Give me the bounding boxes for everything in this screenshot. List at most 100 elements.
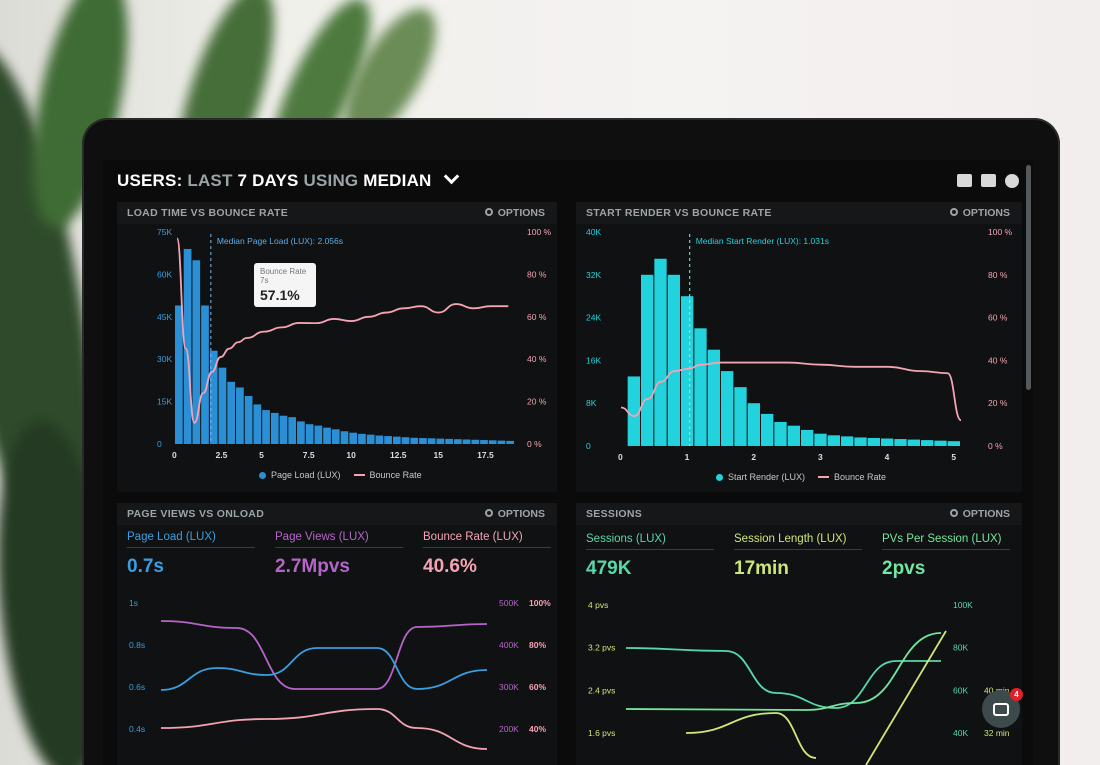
y2-tick-label: 80 % — [988, 270, 1008, 280]
y-tick-label: 32K — [586, 270, 601, 280]
bar — [419, 438, 427, 444]
y2-tick-label: 0 % — [527, 439, 542, 449]
y-tick-label: 45K — [157, 312, 172, 322]
y-tick-label: 15K — [157, 397, 172, 407]
chevron-down-icon[interactable] — [444, 168, 460, 185]
y2-tick-label: 500K — [499, 598, 519, 608]
y2-tick-label: 100 % — [988, 227, 1013, 237]
bar — [305, 424, 314, 444]
options-button[interactable]: OPTIONS — [949, 207, 1010, 219]
bounce-rate-line — [176, 237, 509, 424]
panel-title: START RENDER VS BOUNCE RATE — [586, 207, 772, 219]
share-icon[interactable] — [981, 174, 996, 187]
bar — [279, 415, 288, 444]
y2-tick-label: 100 % — [527, 227, 552, 237]
bar — [462, 439, 471, 444]
bar — [436, 438, 445, 444]
scrollbar[interactable] — [1026, 165, 1031, 390]
y2-tick-label: 80K — [953, 643, 968, 653]
x-tick-label: 7.5 — [303, 450, 315, 460]
legend-swatch — [259, 471, 266, 479]
bar — [488, 440, 497, 444]
bar — [201, 305, 209, 444]
x-tick-label: 5 — [259, 450, 264, 460]
bounce-rate-line — [620, 361, 962, 422]
y-tick-label: 0.6s — [129, 682, 145, 692]
legend: Start Render (LUX) Bounce Rate — [716, 472, 886, 482]
bar — [934, 440, 947, 446]
median-label: Median Start Render (LUX): 1.031s — [696, 236, 829, 246]
y2-tick-label: 80 % — [527, 269, 547, 279]
legend-swatch — [818, 476, 830, 478]
gear-icon — [484, 208, 493, 216]
monitor-icon[interactable] — [957, 174, 972, 187]
x-tick-label: 0 — [172, 450, 177, 460]
bar — [349, 432, 358, 444]
x-tick-label: 4 — [885, 452, 890, 462]
bar — [761, 413, 774, 446]
bar — [921, 440, 934, 446]
y2-tick-label: 20 % — [988, 398, 1008, 408]
session-length-line — [865, 630, 947, 765]
bar — [192, 260, 201, 444]
bar — [854, 437, 867, 446]
panel-page-views: PAGE VIEWS VS ONLOAD OPTIONS Page Load (… — [117, 503, 557, 765]
bar — [947, 441, 960, 446]
options-button[interactable]: OPTIONS — [949, 508, 1010, 520]
y-tick-label: 1s — [129, 598, 138, 608]
gear-icon — [949, 509, 958, 517]
y3-tick-label: 60% — [529, 682, 546, 692]
bar — [236, 387, 244, 444]
options-button[interactable]: OPTIONS — [484, 508, 545, 520]
panel-sessions: SESSIONS OPTIONS Sessions (LUX) 479K Ses… — [576, 503, 1022, 765]
bar — [175, 305, 183, 444]
bar — [654, 258, 667, 446]
y-tick-label: 0 — [157, 439, 162, 449]
y2-tick-label: 60K — [953, 685, 968, 695]
tooltip: Bounce Rate 7s 57.1% — [254, 263, 316, 307]
page-views-line — [160, 620, 488, 690]
bar — [375, 435, 384, 444]
sessions-line — [625, 647, 941, 709]
bar — [801, 429, 814, 446]
y2-tick-label: 40 % — [988, 355, 1008, 365]
x-tick-label: 15 — [434, 450, 444, 460]
bar — [894, 439, 907, 446]
bar — [627, 376, 640, 446]
bar — [827, 435, 840, 446]
page-title[interactable]: USERS: LAST 7 DAYS USING MEDIAN — [117, 168, 460, 191]
y2-tick-label: 40 % — [527, 354, 547, 364]
bounce-rate-line — [160, 708, 488, 750]
panel-title: LOAD TIME VS BOUNCE RATE — [127, 207, 289, 219]
bar — [218, 367, 227, 444]
bar — [747, 403, 760, 446]
bar — [641, 274, 654, 446]
page-load-line — [160, 647, 488, 691]
gear-icon — [949, 208, 958, 216]
chart-start-render: 0 8K 16K 24K 32K 40K 0 % 20 % 40 % 60 % 80 % 100 % 0… — [586, 227, 1013, 462]
panel-title: SESSIONS — [586, 508, 643, 520]
bar — [427, 438, 436, 444]
chart-load-time: 0 15K 30K 45K 60K 75K 0 % 20 % 40 % 60 % 80 % 100 %… — [157, 227, 552, 460]
chart-page-views: 0.4s 0.6s 0.8s 1s 200K 300K 400K 500K 40% 60% 80% 1… — [129, 598, 551, 750]
stat-session-length: Session Length (LUX) 17min — [734, 533, 862, 580]
median-label: Median Page Load (LUX): 2.056s — [217, 236, 343, 246]
y-tick-label: 3.2 pvs — [588, 643, 615, 653]
help-icon[interactable] — [1005, 174, 1019, 188]
y-tick-label: 1.6 pvs — [588, 728, 615, 738]
bar — [497, 440, 506, 444]
gear-icon — [484, 509, 493, 517]
bar — [262, 410, 270, 444]
x-tick-label: 12.5 — [390, 450, 407, 460]
bar — [814, 433, 827, 446]
x-tick-label: 2.5 — [216, 450, 228, 460]
panel-start-render: START RENDER VS BOUNCE RATE OPTIONS 0 8K 1… — [576, 202, 1022, 492]
y-tick-label: 60K — [157, 269, 172, 279]
y3-tick-label: 100% — [529, 598, 551, 608]
notification-badge: 4 — [1010, 688, 1023, 701]
stat-bounce-rate: Bounce Rate (LUX) 40.6% — [423, 531, 551, 578]
stat-page-views: Page Views (LUX) 2.7Mpvs — [275, 531, 403, 578]
x-tick-label: 5 — [951, 452, 956, 462]
y2-tick-label: 60 % — [988, 313, 1008, 323]
options-button[interactable]: OPTIONS — [484, 207, 545, 219]
